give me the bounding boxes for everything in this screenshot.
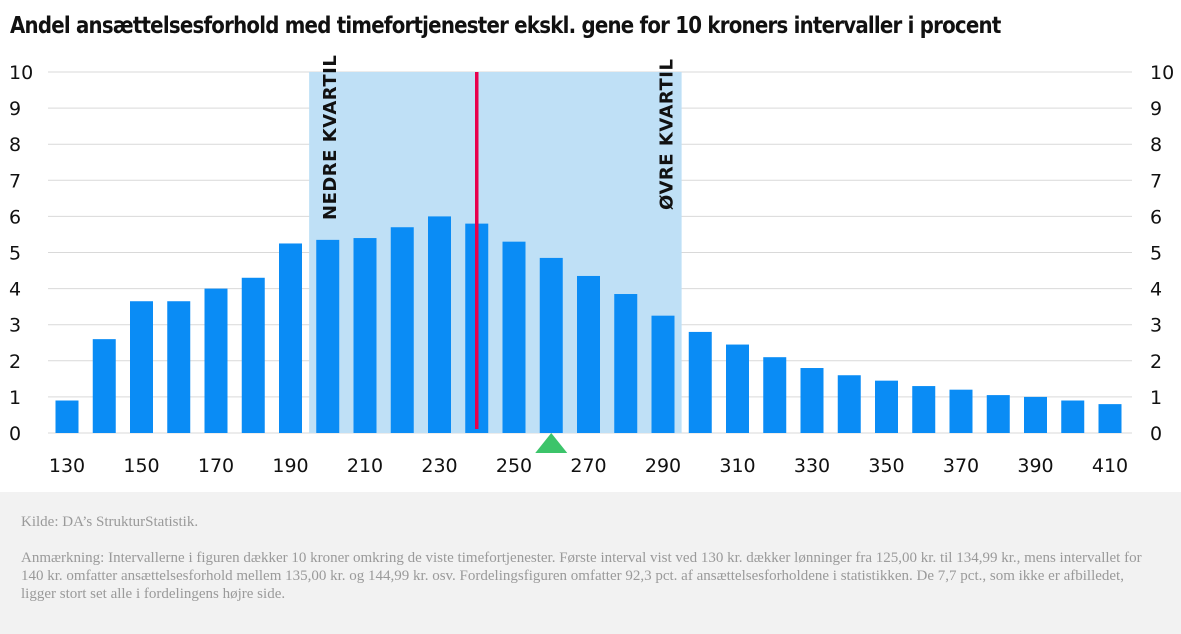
y-tick-label-left: 8: [9, 134, 21, 156]
y-tick-label-right: 4: [1150, 279, 1162, 301]
y-tick-label-left: 9: [9, 98, 21, 120]
y-tick-label-right: 3: [1150, 315, 1162, 337]
bar-380: [986, 395, 1010, 433]
x-tick-label: 270: [570, 455, 606, 477]
y-tick-label-left: 6: [9, 206, 21, 228]
x-tick-label: 350: [868, 455, 904, 477]
bar-350: [875, 380, 898, 433]
bar-140: [92, 339, 116, 433]
y-tick-label-left: 10: [9, 62, 33, 84]
y-tick-label-right: 10: [1150, 62, 1174, 84]
y-axis-left: 0 1 2 3 4 5 6 7 8 9 10: [9, 62, 33, 445]
x-tick-label: 330: [794, 455, 830, 477]
footer: Kilde: DA’s StrukturStatistik. Anmærknin…: [0, 492, 1181, 634]
note-text: Anmærkning: Intervallerne i figuren dækk…: [21, 550, 1142, 602]
x-tick-label: 410: [1092, 455, 1128, 477]
y-tick-label-right: 1: [1150, 387, 1162, 409]
bar-300: [688, 331, 712, 433]
y-tick-label-right: 9: [1150, 98, 1162, 120]
y-tick-label-left: 3: [9, 315, 21, 337]
y-axis-right: 0 1 2 3 4 5 6 7 8 9 10: [1150, 62, 1174, 445]
bar-260: [539, 257, 563, 433]
bar-370: [949, 389, 973, 433]
x-tick-label: 150: [123, 455, 159, 477]
bar-270: [577, 275, 600, 433]
y-tick-label-right: 6: [1150, 206, 1162, 228]
lower-quartile-label: NEDRE KVARTIL: [320, 55, 341, 220]
average-marker: [535, 433, 568, 453]
x-tick-label: 250: [496, 455, 532, 477]
y-tick-label-right: 5: [1150, 243, 1162, 265]
x-tick-label: 390: [1017, 455, 1053, 477]
x-tick-label: 230: [421, 455, 457, 477]
x-tick-label: 370: [943, 455, 979, 477]
bar-200: [316, 239, 340, 433]
upper-quartile-label: ØVRE KVARTIL: [657, 59, 678, 210]
bar-330: [800, 368, 824, 433]
x-axis: 130 150 170 190 210 230 250 270 290 310 330 350 370 3…: [49, 455, 1128, 477]
x-tick-label: 190: [272, 455, 308, 477]
bar-210: [353, 238, 377, 433]
source-text: Kilde: DA’s StrukturStatistik.: [21, 514, 199, 530]
bar-250: [502, 241, 526, 433]
y-tick-label-left: 0: [9, 423, 21, 445]
bar-130: [55, 400, 79, 433]
y-tick-label-right: 0: [1150, 423, 1162, 445]
y-tick-label-left: 1: [9, 387, 21, 409]
x-tick-label: 210: [347, 455, 383, 477]
bar-220: [390, 227, 414, 433]
y-tick-label-right: 2: [1150, 351, 1162, 373]
bar-280: [614, 294, 638, 433]
bar-400: [1061, 400, 1085, 433]
bar-160: [167, 301, 191, 433]
x-tick-label: 130: [49, 455, 85, 477]
bar-410: [1098, 404, 1122, 433]
bars: [55, 216, 1122, 433]
bar-190: [279, 243, 302, 433]
bar-390: [1024, 396, 1047, 433]
chart-title: Andel ansættelsesforhold med timefortjen…: [10, 13, 1001, 39]
x-tick-label: 310: [719, 455, 755, 477]
x-tick-label: 170: [198, 455, 234, 477]
bar-chart: NEDRE KVARTIL ØVRE KVARTIL 012345678910 …: [9, 55, 1174, 477]
bar-310: [726, 344, 749, 433]
y-tick-label-right: 7: [1150, 170, 1162, 192]
bar-340: [837, 375, 861, 433]
bar-320: [763, 357, 787, 433]
y-tick-label-left: 5: [9, 243, 21, 265]
y-tick-label-left: 4: [9, 279, 21, 301]
bar-170: [204, 288, 228, 433]
x-tick-label: 290: [645, 455, 681, 477]
y-tick-label-right: 8: [1150, 134, 1162, 156]
y-tick-label-left: 7: [9, 170, 21, 192]
bar-360: [912, 386, 936, 433]
y-tick-label-left: 2: [9, 351, 21, 373]
bar-150: [130, 301, 153, 433]
bar-230: [428, 216, 451, 433]
bar-180: [241, 277, 265, 433]
bar-290: [651, 315, 675, 433]
